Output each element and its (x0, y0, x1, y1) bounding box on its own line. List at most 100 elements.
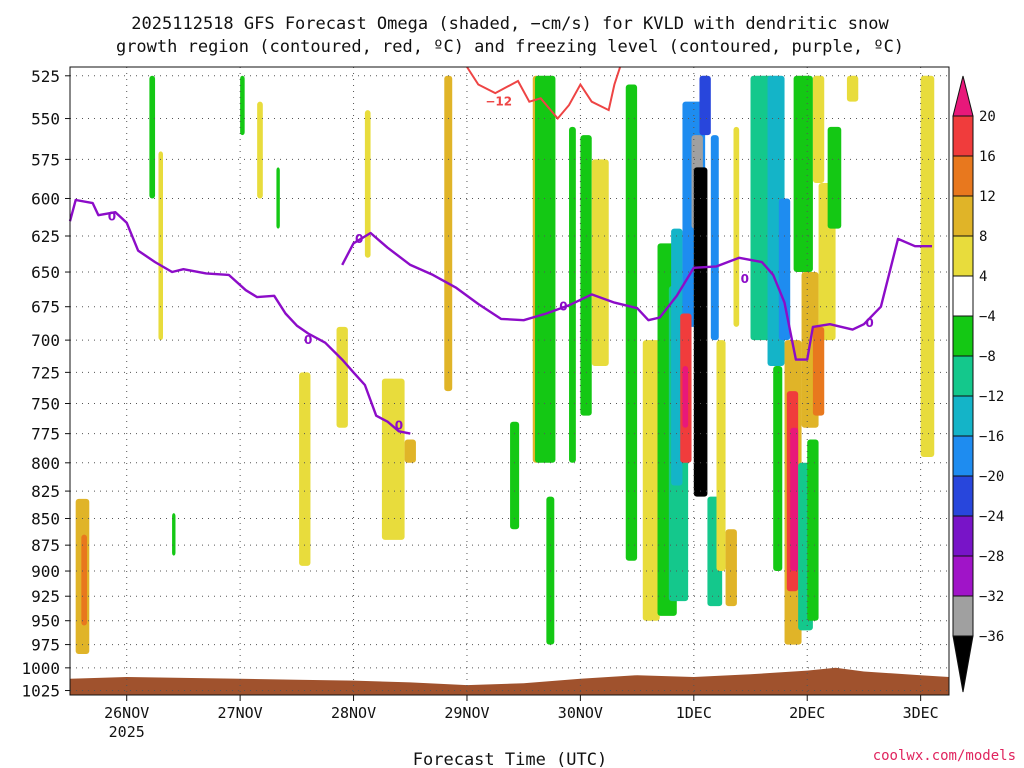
colorbar-label: 8 (979, 229, 987, 245)
colorbar: 20 16 12 8 4 −4 −8 −12 −16 −20 −24 −28 −32 −36 (952, 75, 1004, 693)
omega-cell (158, 151, 164, 341)
colorbar-swatch (952, 475, 974, 517)
omega-cell (710, 135, 719, 341)
colorbar-label: 12 (979, 189, 996, 205)
y-tick-label: 650 (31, 263, 60, 282)
colorbar-label: −4 (979, 309, 996, 325)
colorbar-swatch (952, 355, 974, 397)
omega-cell (81, 534, 88, 626)
y-tick-label: 1025 (21, 682, 60, 701)
y-tick-label: 675 (31, 298, 60, 317)
y-tick-label: 575 (31, 150, 60, 169)
y-tick-label: 925 (31, 587, 60, 606)
credit-text: coolwx.com/models (873, 748, 1016, 764)
dendritic-label: −12 (485, 95, 512, 109)
freezing-level-line (341, 231, 932, 361)
colorbar-label: −36 (979, 629, 1004, 645)
dendritic-line (466, 66, 622, 121)
omega-cell (381, 378, 405, 540)
omega-cell (682, 366, 689, 428)
omega-cell (240, 75, 245, 136)
omega-cell (444, 75, 453, 392)
x-axis-title: Forecast Time (UTC) (413, 750, 607, 768)
colorbar-label: −24 (979, 509, 1004, 525)
omega-cell (569, 126, 576, 463)
colorbar-top-triangle (952, 75, 974, 117)
freezing-level-label: 0 (395, 418, 403, 432)
freezing-level-line (68, 198, 411, 435)
omega-cell (778, 198, 791, 341)
omega-cell (510, 421, 520, 530)
colorbar-label: −32 (979, 589, 1004, 605)
y-tick-label: 725 (31, 363, 60, 382)
colorbar-swatch (952, 595, 974, 637)
omega-cell (591, 159, 609, 367)
y-tick-label: 700 (31, 331, 60, 350)
colorbar-swatch (952, 115, 974, 157)
colorbar-label: −8 (979, 349, 996, 365)
omega-cell (827, 126, 842, 229)
omega-shading (75, 75, 935, 654)
colorbar-label: −12 (979, 389, 1004, 405)
omega-cell (149, 75, 156, 199)
colorbar-swatch (952, 195, 974, 237)
y-tick-label: 550 (31, 110, 60, 129)
freezing-level-label: 0 (304, 333, 312, 347)
omega-cell (725, 529, 737, 607)
freezing-level-label: 0 (865, 316, 873, 330)
colorbar-swatch (952, 315, 974, 357)
colorbar-label: 20 (979, 109, 996, 125)
colorbar-label: −28 (979, 549, 1004, 565)
omega-cell (693, 167, 708, 497)
omega-cell (580, 135, 592, 416)
omega-cell (716, 340, 726, 572)
y-tick-label: 950 (31, 612, 60, 631)
colorbar-swatch (952, 395, 974, 437)
terrain-layer (70, 667, 949, 695)
colorbar-bottom-triangle (952, 635, 974, 693)
chart-title-line-1: 2025112518 GFS Forecast Omega (shaded, −… (131, 14, 889, 34)
x-tick-label: 27NOV (218, 704, 263, 722)
colorbar-label: −20 (979, 469, 1004, 485)
terrain-fill (70, 667, 949, 695)
omega-cell (773, 366, 783, 572)
omega-cell (812, 75, 825, 184)
omega-cell (846, 75, 859, 102)
dendritic-growth-contour: −12 (466, 66, 622, 121)
omega-cell (364, 110, 371, 258)
colorbar-swatch (952, 435, 974, 477)
x-tick-label: 28NOV (331, 704, 376, 722)
y-tick-label: 800 (31, 454, 60, 473)
freezing-level-label: 0 (355, 232, 363, 246)
chart-title-line-2: growth region (contoured, red, ºC) and f… (116, 37, 904, 57)
y-tick-label: 600 (31, 189, 60, 208)
y-tick-label: 750 (31, 395, 60, 414)
omega-cell (812, 326, 825, 416)
omega-cell (299, 372, 311, 566)
y-tick-label: 875 (31, 536, 60, 555)
omega-cell (733, 126, 740, 327)
freezing-level-contour: 0 0 0 0 0 0 0 (68, 198, 932, 435)
omega-cell (642, 340, 660, 621)
omega-cell (793, 75, 813, 273)
y-tick-label: 900 (31, 562, 60, 581)
colorbar-swatch (952, 555, 974, 597)
x-tick-label: 29NOV (444, 704, 489, 722)
omega-cell (404, 439, 416, 463)
freezing-level-label: 0 (559, 300, 567, 314)
freezing-level-label: 0 (741, 272, 749, 286)
y-tick-label: 775 (31, 425, 60, 444)
colorbar-swatch (952, 275, 974, 317)
colorbar-swatch (952, 515, 974, 557)
omega-cell (807, 439, 819, 621)
y-tick-label: 1000 (21, 659, 60, 678)
y-tick-label: 525 (31, 67, 60, 86)
colorbar-label: 16 (979, 149, 996, 165)
omega-cell (276, 167, 280, 229)
colorbar-swatch (952, 235, 974, 277)
omega-cell (625, 84, 638, 561)
plot-area: 0 0 0 0 0 0 0 −12 (68, 66, 950, 696)
y-tick-label: 625 (31, 227, 60, 246)
